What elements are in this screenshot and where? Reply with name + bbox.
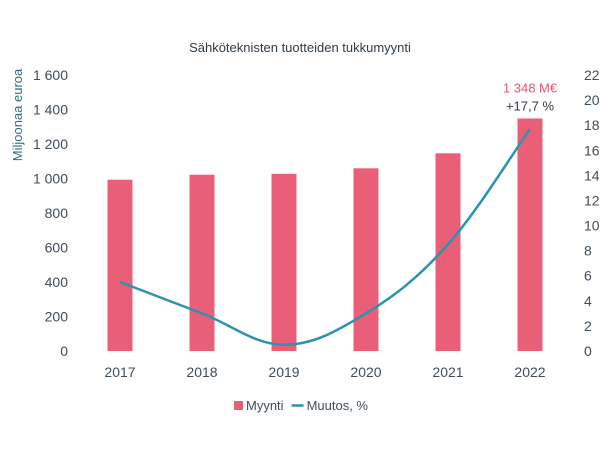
legend-label: Muutos, % bbox=[307, 398, 369, 413]
x-tick-label: 2018 bbox=[186, 364, 217, 380]
y-tick-label: 1 400 bbox=[33, 102, 68, 118]
legend: Myynti Muutos, % bbox=[234, 398, 368, 413]
y-tick-label: 1 600 bbox=[33, 67, 68, 83]
data-label: +17,7 % bbox=[506, 98, 555, 113]
x-tick-label: 2019 bbox=[268, 364, 299, 380]
y-tick-label: 400 bbox=[45, 274, 69, 290]
chart-title: Sähköteknisten tuotteiden tukkumyynti bbox=[189, 40, 411, 55]
y-tick-label: 1 000 bbox=[33, 171, 68, 187]
y2-tick-label: 6 bbox=[584, 268, 592, 284]
y2-tick-label: 0 bbox=[584, 343, 592, 359]
y2-tick-label: 4 bbox=[584, 293, 592, 309]
y2-tick-label: 22 bbox=[584, 67, 600, 83]
y-tick-label: 1 200 bbox=[33, 136, 68, 152]
bar-myynti bbox=[353, 168, 379, 351]
legend-swatch-bar bbox=[234, 401, 243, 410]
y2-tick-label: 16 bbox=[584, 142, 600, 158]
x-tick-label: 2020 bbox=[350, 364, 381, 380]
y-axis-label: Miljoonaa euroa bbox=[10, 68, 25, 161]
y-tick-label: 200 bbox=[45, 309, 69, 325]
bar-myynti bbox=[271, 173, 297, 351]
legend-label: Myynti bbox=[246, 398, 284, 413]
x-tick-label: 2021 bbox=[432, 364, 463, 380]
y-tick-label: 0 bbox=[60, 343, 68, 359]
y2-tick-label: 12 bbox=[584, 192, 600, 208]
y-tick-label: 600 bbox=[45, 240, 69, 256]
data-label: 1 348 M€ bbox=[503, 80, 558, 95]
line-muutos bbox=[119, 128, 532, 346]
bar-myynti bbox=[189, 174, 215, 351]
x-tick-label: 2022 bbox=[514, 364, 545, 380]
bar-myynti bbox=[107, 179, 133, 351]
x-tick-label: 2017 bbox=[104, 364, 135, 380]
y2-tick-label: 10 bbox=[584, 218, 600, 234]
bar-myynti bbox=[517, 118, 543, 351]
y2-tick-label: 20 bbox=[584, 92, 600, 108]
y2-tick-label: 14 bbox=[584, 167, 600, 183]
y2-tick-label: 8 bbox=[584, 243, 592, 259]
y-tick-label: 800 bbox=[45, 205, 69, 221]
plot-area: 0 200 400 600 800 1 000 1 200 1 400 1 600 0 2 4 6 8 10… bbox=[33, 67, 600, 380]
y2-tick-label: 2 bbox=[584, 318, 592, 334]
y2-tick-label: 18 bbox=[584, 117, 600, 133]
